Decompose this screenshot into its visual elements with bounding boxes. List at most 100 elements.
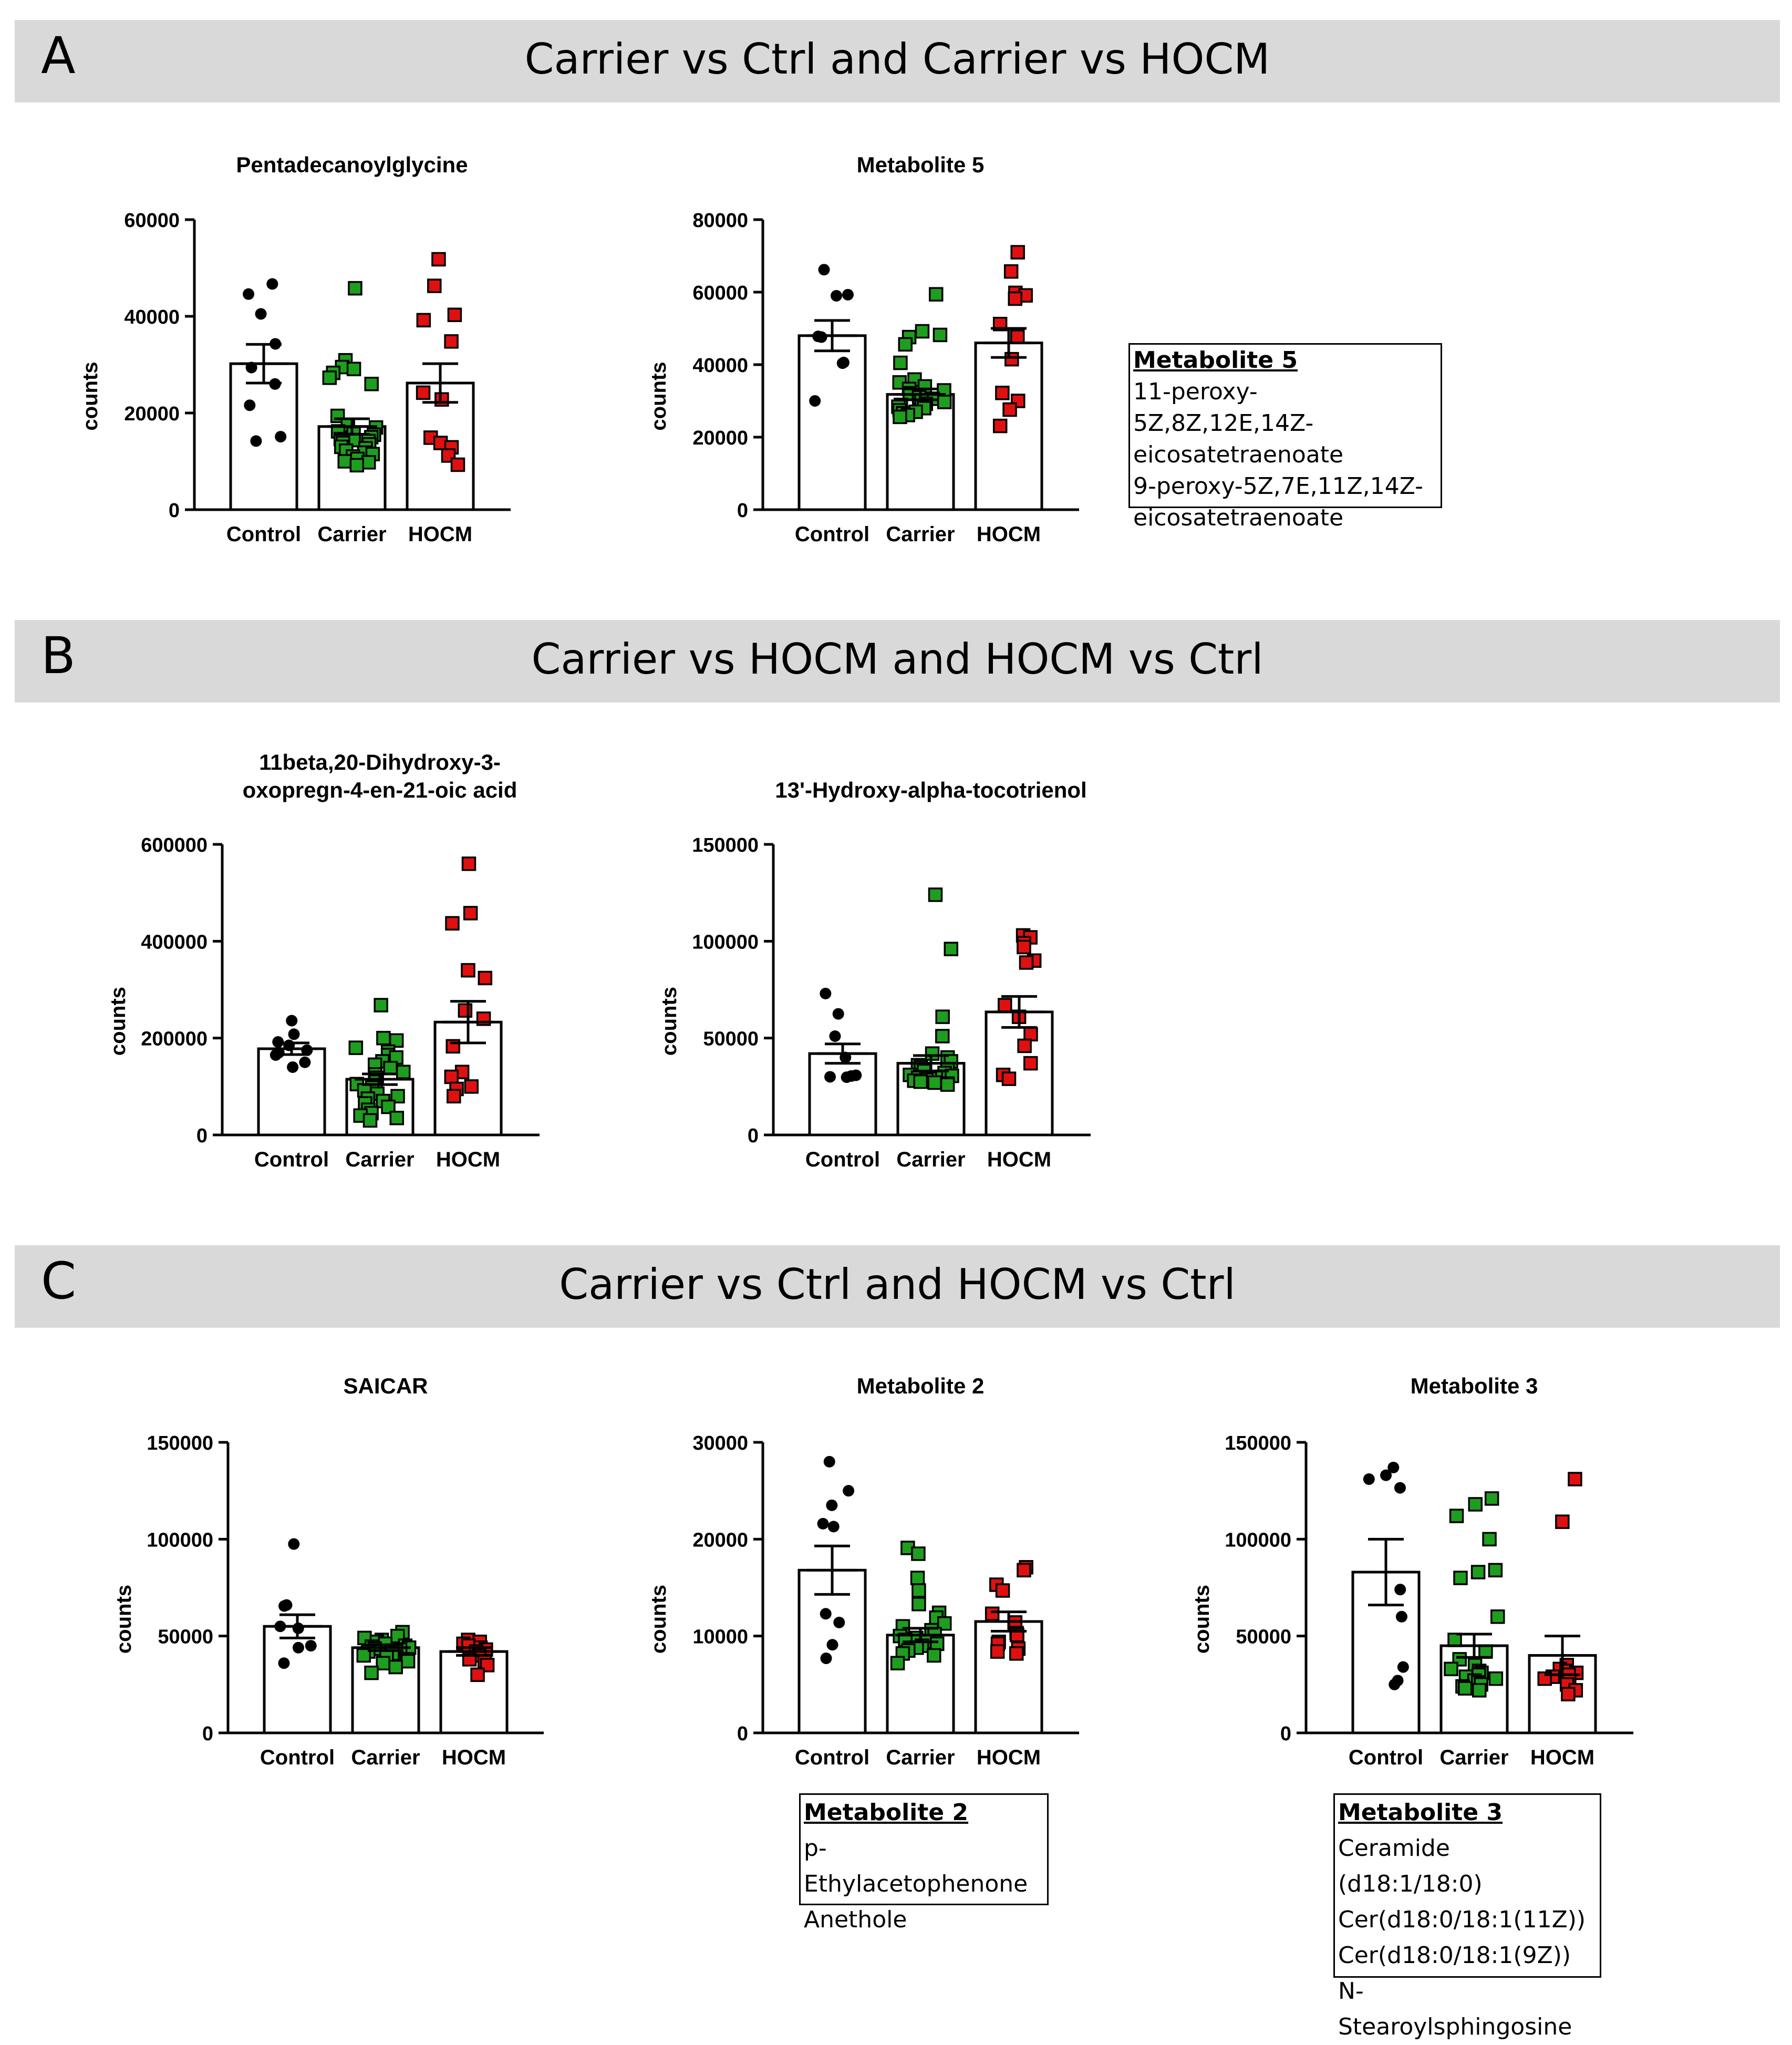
metabolite5-info-line: eicosatetraenoate bbox=[1133, 504, 1344, 531]
data-point-hocm bbox=[985, 1606, 1000, 1621]
data-point-hocm bbox=[447, 1089, 461, 1104]
data-point-carrier bbox=[898, 337, 913, 352]
data-point-carrier bbox=[389, 1110, 405, 1125]
x-tick-label: Carrier bbox=[886, 523, 955, 546]
x-tick-label: Control bbox=[260, 1746, 335, 1769]
x-tick-label: Control bbox=[795, 523, 869, 546]
data-point-carrier bbox=[322, 370, 337, 385]
data-point-hocm bbox=[416, 385, 431, 400]
data-point-carrier bbox=[361, 455, 376, 470]
y-tick-label: 60000 bbox=[692, 282, 748, 304]
data-point-carrier bbox=[349, 458, 365, 473]
data-point-control bbox=[823, 1455, 835, 1468]
data-point-carrier bbox=[935, 1029, 950, 1044]
data-point-hocm bbox=[1001, 1071, 1017, 1086]
data-point-hocm bbox=[463, 906, 478, 921]
chart-title: Metabolite 3 bbox=[1411, 1373, 1538, 1398]
y-axis-label: counts bbox=[647, 362, 670, 430]
section-c-letter: C bbox=[41, 1252, 77, 1310]
data-point-carrier bbox=[928, 887, 943, 902]
data-point-hocm bbox=[444, 1069, 459, 1085]
y-tick-label: 100000 bbox=[692, 931, 759, 953]
metabolite2-info-title: Metabolite 2 bbox=[804, 1799, 969, 1826]
data-point-control bbox=[243, 288, 255, 300]
data-point-hocm bbox=[445, 916, 460, 931]
data-point-carrier bbox=[933, 327, 948, 343]
data-point-carrier bbox=[381, 1099, 396, 1114]
data-point-control bbox=[1363, 1473, 1375, 1485]
x-tick-label: HOCM bbox=[977, 1746, 1041, 1769]
y-tick-label: 0 bbox=[737, 500, 748, 522]
metabolite2-info-box: Metabolite 2 p-Ethylacetophenone Anethol… bbox=[799, 1793, 1049, 1933]
data-point-control bbox=[1387, 1461, 1400, 1473]
metabolite5-info-title: Metabolite 5 bbox=[1133, 347, 1298, 374]
data-point-carrier bbox=[940, 1077, 955, 1092]
y-tick-label: 150000 bbox=[692, 834, 759, 856]
data-point-control bbox=[843, 1485, 855, 1497]
y-tick-label: 40000 bbox=[692, 355, 748, 377]
x-tick-label: HOCM bbox=[1530, 1746, 1594, 1769]
data-point-hocm bbox=[461, 963, 475, 978]
y-tick-label: 80000 bbox=[692, 210, 748, 232]
y-tick-label: 150000 bbox=[147, 1432, 213, 1454]
data-point-carrier bbox=[927, 1648, 941, 1663]
data-point-control bbox=[275, 431, 287, 443]
data-point-carrier bbox=[348, 1040, 364, 1055]
data-point-hocm bbox=[416, 313, 431, 328]
section-a-banner: A Carrier vs Ctrl and Carrier vs HOCM bbox=[15, 20, 1780, 102]
data-point-carrier bbox=[1468, 1497, 1483, 1512]
data-point-control bbox=[255, 308, 267, 320]
data-point-control bbox=[826, 1499, 838, 1511]
section-b-title: Carrier vs HOCM and HOCM vs Ctrl bbox=[531, 635, 1263, 684]
data-point-carrier bbox=[1478, 1644, 1493, 1659]
x-tick-label: Carrier bbox=[886, 1746, 955, 1769]
y-tick-label: 0 bbox=[202, 1723, 213, 1745]
bar-hocm bbox=[974, 342, 1043, 511]
data-point-hocm bbox=[1010, 329, 1025, 344]
data-point-carrier bbox=[915, 324, 930, 339]
y-axis-label: counts bbox=[1190, 1585, 1214, 1654]
data-point-hocm bbox=[1561, 1687, 1576, 1702]
data-point-control bbox=[250, 435, 262, 447]
y-tick-label: 10000 bbox=[692, 1626, 748, 1648]
y-tick-label: 30000 bbox=[692, 1432, 748, 1454]
chart-panel: SAICAR counts 0 50000 100000 150000 Control Car… bbox=[112, 1373, 544, 1769]
x-tick-label: Carrier bbox=[896, 1148, 965, 1171]
data-point-hocm bbox=[427, 278, 442, 293]
metabolite3-info-box: Metabolite 3 Ceramide (d18:1/18:0) Cer(d… bbox=[1333, 1793, 1601, 2040]
data-point-hocm bbox=[434, 392, 449, 407]
y-tick-label: 0 bbox=[196, 1125, 208, 1147]
bar-control bbox=[808, 1052, 877, 1137]
data-point-hocm bbox=[458, 1003, 473, 1018]
data-point-carrier bbox=[383, 1061, 398, 1076]
x-tick-label: HOCM bbox=[977, 523, 1041, 546]
data-point-carrier bbox=[346, 362, 361, 377]
data-point-hocm bbox=[450, 457, 465, 472]
x-tick-label: HOCM bbox=[408, 523, 472, 546]
charts-canvas: Pentadecanoylglycine counts 0 20000 40000 600… bbox=[79, 152, 1633, 1769]
data-point-control bbox=[301, 1044, 313, 1056]
chart-title: Metabolite 2 bbox=[857, 1373, 985, 1398]
data-point-control bbox=[832, 1008, 844, 1020]
metabolite3-info-title: Metabolite 3 bbox=[1338, 1799, 1503, 1826]
chart-title: 13'-Hydroxy-alpha-tocotrienol bbox=[775, 778, 1086, 802]
x-tick-label: Carrier bbox=[317, 523, 386, 546]
data-point-hocm bbox=[464, 1079, 479, 1094]
data-point-hocm bbox=[995, 386, 1010, 400]
data-point-hocm bbox=[1555, 1514, 1570, 1529]
data-point-carrier bbox=[389, 1033, 404, 1048]
data-point-control bbox=[831, 290, 843, 302]
data-point-carrier bbox=[937, 395, 952, 409]
data-point-carrier bbox=[925, 1046, 940, 1061]
y-tick-label: 20000 bbox=[124, 403, 180, 425]
metabolite5-info-line: 9-peroxy-5Z,7E,11Z,14Z- bbox=[1133, 473, 1423, 500]
y-axis-label: counts bbox=[647, 1585, 670, 1654]
data-point-hocm bbox=[441, 448, 456, 463]
data-point-carrier bbox=[893, 409, 907, 425]
data-point-carrier bbox=[348, 281, 362, 296]
data-point-carrier bbox=[1472, 1683, 1487, 1698]
data-point-hocm bbox=[461, 856, 477, 871]
section-a-title: Carrier vs Ctrl and Carrier vs HOCM bbox=[524, 35, 1270, 84]
chart-panel: Pentadecanoylglycine counts 0 20000 40000 600… bbox=[79, 152, 511, 546]
data-point-control bbox=[278, 1657, 290, 1669]
